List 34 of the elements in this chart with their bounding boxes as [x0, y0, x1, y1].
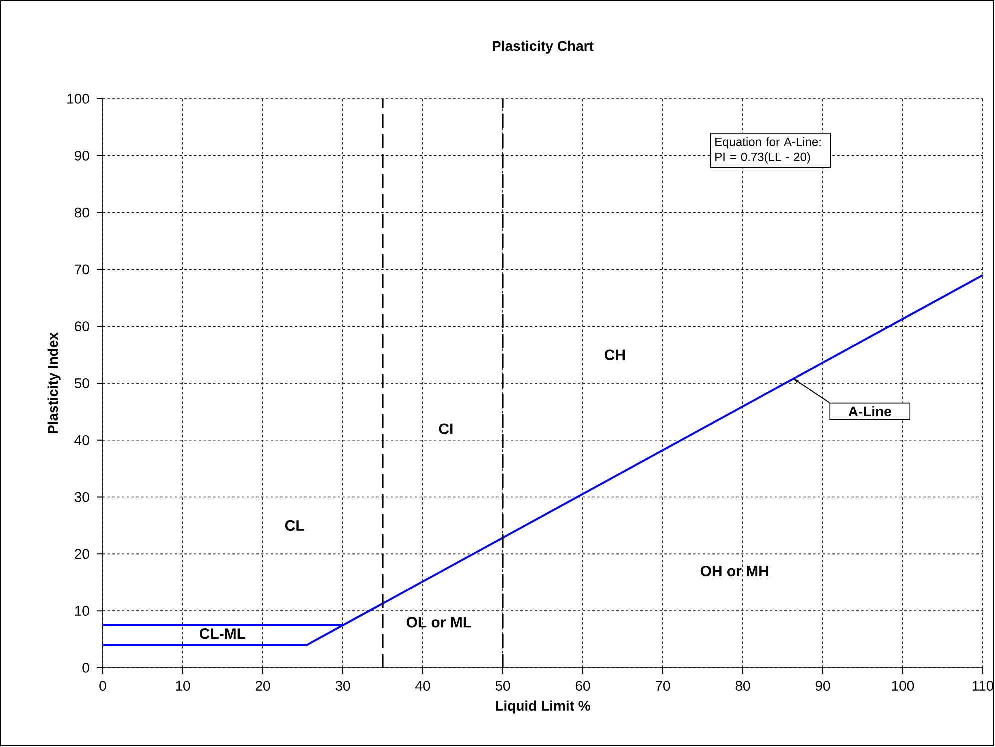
annotation: OL or ML — [406, 617, 472, 628]
y-tick-label: 40 — [74, 435, 90, 446]
x-tick-label: 90 — [816, 681, 830, 691]
y-tick-label: 60 — [75, 322, 90, 332]
x-tick-label: 80 — [736, 681, 750, 691]
x-tick-label: 70 — [656, 681, 670, 691]
y-axis-title: Plasticity Index — [48, 332, 61, 434]
chart-title: Plasticity Chart — [492, 40, 594, 54]
x-tick-label: 50 — [496, 681, 510, 691]
y-tick-label: 50 — [74, 378, 90, 388]
y-tick-label: 10 — [75, 606, 90, 616]
x-tick-label: 0 — [100, 681, 106, 691]
y-tick-label: 90 — [75, 150, 90, 161]
x-tick-label: 110 — [972, 681, 994, 691]
y-tick-label: 20 — [75, 549, 90, 560]
annotation: CH — [604, 350, 625, 360]
annotation: CL-ML — [200, 628, 246, 640]
y-tick-label: 30 — [74, 492, 90, 502]
y-tick-label: 100 — [68, 94, 90, 104]
y-tick-label: 80 — [74, 208, 90, 218]
annotation: Equation for A-Line: PI = 0.73(LL - 20) — [716, 138, 821, 164]
y-tick-label: 0 — [82, 663, 90, 673]
x-tick-label: 30 — [336, 681, 350, 691]
x-tick-label: 10 — [176, 681, 190, 691]
x-tick-label: 60 — [576, 681, 590, 691]
annotation: CI — [439, 424, 453, 434]
x-tick-label: 100 — [892, 681, 914, 691]
annotation: CL — [285, 520, 304, 532]
y-tick-label: 70 — [75, 264, 90, 275]
x-tick-label: 40 — [416, 681, 430, 691]
x-axis-title: Liquid Limit % — [496, 700, 590, 714]
annotation: OH or MH — [700, 566, 768, 577]
text: A-Line — [848, 406, 892, 417]
x-tick-label: 20 — [256, 681, 270, 691]
